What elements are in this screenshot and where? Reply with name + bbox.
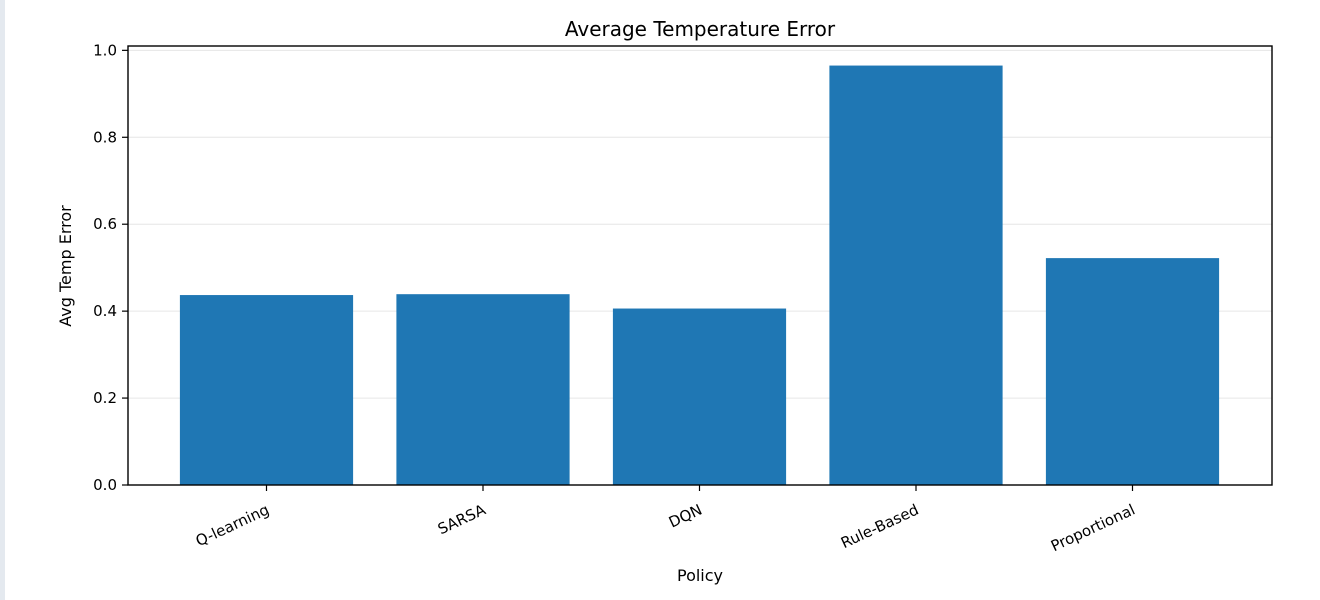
y-tick-label: 0.8 [93,128,117,146]
chart-title: Average Temperature Error [565,17,836,41]
y-tick-label: 0.2 [93,389,117,407]
y-axis: 0.0 0.2 0.4 0.6 0.8 1.0 [93,41,128,494]
bar [1045,258,1220,485]
x-axis-label: Policy [677,566,723,585]
bar [396,294,570,485]
bar [612,308,787,485]
x-axis: Q-learning SARSA DQN Rule-Based Proportional [193,485,1138,555]
x-tick-label: Proportional [1048,501,1138,556]
page-left-border [0,0,5,600]
plot-frame [127,45,1273,486]
y-tick-label: 0.4 [93,302,117,320]
y-tick-label: 0.0 [93,476,117,494]
y-axis-label: Avg Temp Error [56,205,75,327]
x-tick-label: SARSA [435,500,489,538]
bar [829,65,1003,486]
y-tick-label: 0.6 [93,215,117,233]
y-tick-label: 1.0 [93,41,117,59]
x-tick-label: Q-learning [193,501,272,551]
x-tick-label: DQN [666,501,705,532]
bar-series [179,65,1220,486]
x-tick-label: Rule-Based [838,501,921,553]
bar [179,295,354,485]
